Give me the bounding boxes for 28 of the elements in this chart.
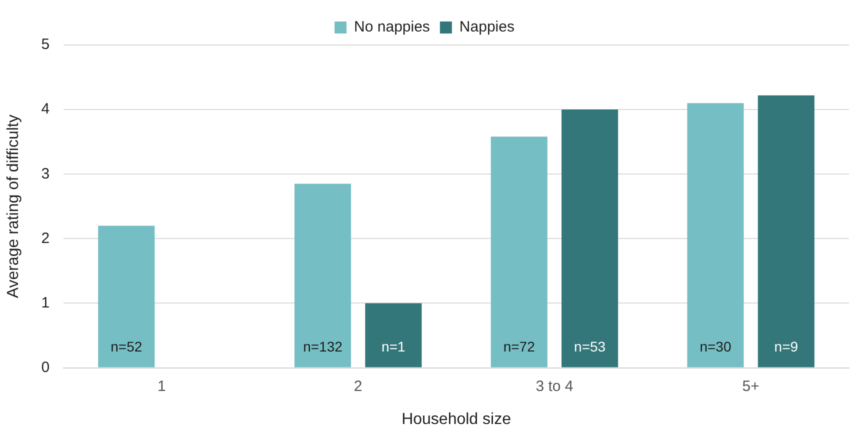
y-axis-title: Average rating of difficulty: [5, 114, 22, 298]
bar: [294, 184, 352, 368]
legend-label: No nappies: [354, 18, 430, 36]
annotation: n=72: [503, 338, 536, 355]
x-tick-label: 2: [354, 378, 362, 395]
annotation: n=1: [382, 338, 406, 355]
legend-label: Nappies: [459, 18, 514, 36]
annotation: n=132: [303, 338, 343, 355]
bar: [687, 103, 744, 368]
x-axis-title: Household size: [402, 410, 512, 428]
y-tick-label: 4: [41, 100, 50, 118]
y-tick-label: 3: [41, 165, 50, 182]
annotation: n=52: [110, 338, 142, 355]
y-tick-label: 0: [41, 358, 50, 376]
bar: [562, 110, 618, 368]
y-tick-label: 5: [41, 36, 50, 54]
annotation: n=9: [774, 338, 798, 355]
y-tick-label: 1: [41, 294, 50, 312]
x-tick-label: 5+: [742, 378, 760, 395]
bar: [490, 136, 548, 368]
bar: [365, 303, 422, 368]
annotation: n=30: [700, 338, 732, 355]
x-tick-label: 3 to 4: [536, 378, 574, 395]
bar: [758, 95, 814, 368]
x-tick-label: 1: [158, 378, 166, 395]
annotation: n=53: [574, 338, 606, 355]
bar: [98, 226, 155, 368]
y-tick-label: 2: [41, 230, 50, 247]
